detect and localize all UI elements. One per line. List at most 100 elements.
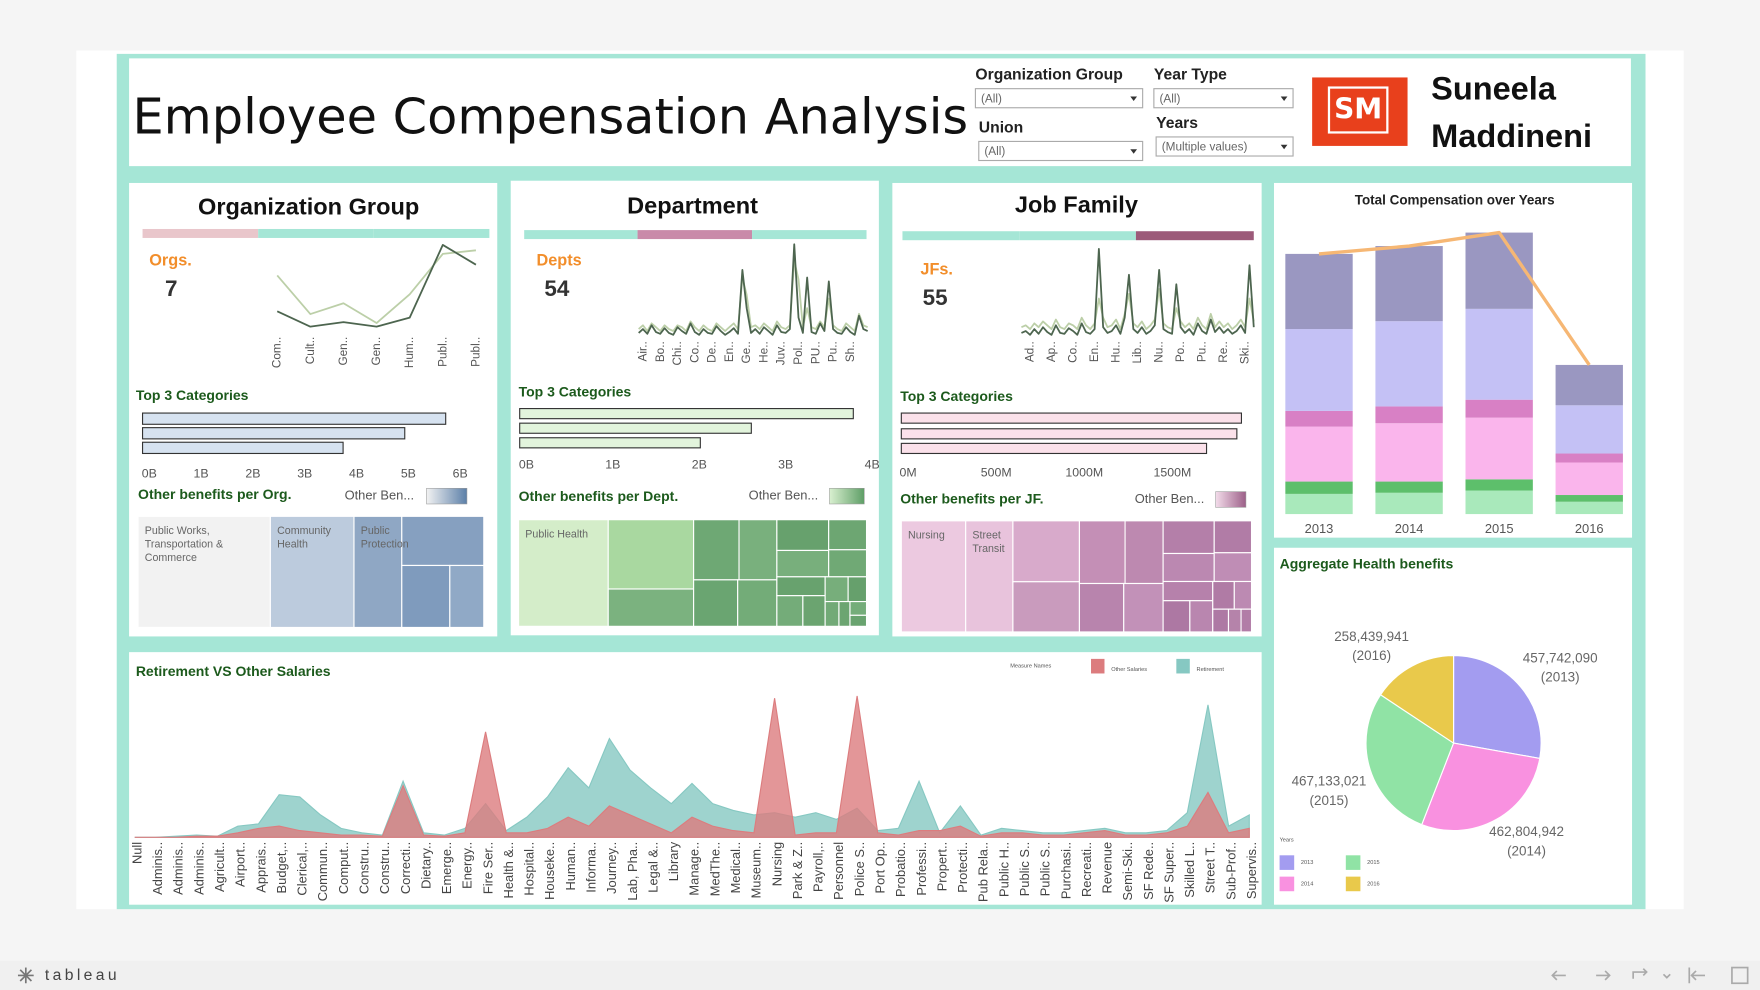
x-tick-label: Ski..: [1239, 341, 1252, 364]
undo-icon[interactable]: [1551, 970, 1566, 981]
x-tick-label: Pu..: [827, 341, 840, 362]
legend-swatch: [1176, 658, 1190, 674]
redo-icon[interactable]: [1596, 970, 1611, 981]
treemap-cell: [1189, 600, 1214, 633]
x-tick-label: Nu..: [1153, 341, 1166, 363]
dept-strip[interactable]: [524, 230, 867, 240]
pie-slice: [1379, 654, 1455, 745]
x-tick-label: 2014: [1395, 521, 1424, 536]
bar-segment: [1465, 232, 1533, 309]
panel-title: Job Family: [1015, 191, 1138, 217]
treemap-cell: [1078, 520, 1126, 585]
author-first: Suneela: [1431, 71, 1557, 107]
treemap-label: Public Protection: [361, 525, 409, 550]
x-tick-label: 1000M: [1065, 466, 1103, 480]
filter-label: Years: [1156, 115, 1198, 132]
legend-gradient: [426, 487, 468, 505]
bar: [141, 427, 406, 440]
bar-segment: [1285, 426, 1353, 482]
filter-dropdown[interactable]: [974, 88, 1144, 109]
treemap-cell: [824, 576, 849, 603]
treemap-cell: [449, 564, 485, 629]
x-tick-label: 2016: [1575, 521, 1604, 536]
x-tick-label: Public H..: [996, 842, 1011, 897]
strip-segment[interactable]: [1019, 231, 1136, 241]
logo-text: SM: [1334, 92, 1382, 125]
x-tick-label: Ge..: [740, 341, 753, 363]
bar-segment: [1375, 406, 1443, 424]
panel-title: Department: [627, 192, 758, 218]
x-tick-label: Co..: [688, 341, 701, 363]
x-tick-label: Sub-Prof..: [1223, 842, 1238, 900]
x-tick-label: Bo..: [654, 341, 667, 362]
treemap-label: Public Health: [525, 528, 588, 540]
strip-segment[interactable]: [637, 230, 753, 240]
x-tick-label: Re..: [1217, 341, 1230, 363]
panel-title: Organization Group: [198, 194, 419, 220]
strip-segment[interactable]: [524, 230, 638, 240]
org-strip[interactable]: [142, 228, 490, 238]
x-tick-label: Probatio..: [893, 842, 908, 897]
filter-dropdown[interactable]: [1153, 88, 1294, 109]
bar-segment: [1555, 462, 1623, 496]
legend-label: Other Salaries: [1111, 667, 1147, 673]
strip-segment[interactable]: [373, 228, 490, 238]
x-tick-label: De..: [706, 341, 719, 363]
toolbar-icons[interactable]: [1551, 966, 1749, 985]
x-tick-label: Ad..: [1024, 341, 1037, 362]
x-tick-label: Protecti..: [955, 842, 970, 893]
legend-gradient: [1215, 491, 1247, 508]
x-tick-label: Agricult..: [212, 842, 227, 892]
x-tick-label: Nursing: [769, 842, 784, 886]
jf-strip[interactable]: [902, 231, 1254, 241]
strip-segment[interactable]: [902, 231, 1020, 241]
data-label: 258,439,941: [1334, 629, 1409, 644]
treemap-cell: [137, 515, 271, 629]
x-tick-label: 0M: [899, 466, 916, 480]
fullscreen-icon[interactable]: [1731, 966, 1749, 985]
strip-segment[interactable]: [1135, 231, 1254, 241]
kpi-label: Orgs.: [149, 251, 191, 269]
strip-segment[interactable]: [258, 228, 374, 238]
x-tick-label: 2015: [1485, 521, 1514, 536]
data-label-year: (2013): [1541, 669, 1580, 684]
treemap-cell: [776, 595, 804, 627]
legend-swatch: [1091, 658, 1105, 674]
pie-slice: [1453, 654, 1542, 760]
x-tick-label: Chi..: [671, 341, 684, 365]
bar: [900, 428, 1238, 440]
section-title: Other benefits per Org.: [138, 486, 291, 502]
x-tick-label: 3B: [297, 467, 312, 481]
treemap-cell: [693, 519, 740, 581]
filter-label: Union: [979, 119, 1023, 136]
x-tick-label: Energy..: [460, 842, 475, 889]
x-tick-label: Museum..: [749, 842, 764, 899]
line-series: [1021, 288, 1255, 330]
filter-dropdown[interactable]: [978, 140, 1144, 162]
x-tick-label: Constru..: [356, 842, 371, 894]
x-tick-label: SF Super..: [1161, 842, 1176, 903]
area-series: [134, 695, 1250, 838]
x-tick-label: Fire Ser..: [480, 842, 495, 894]
line-series: [276, 244, 477, 328]
treemap-cell: [1162, 520, 1215, 555]
menu-icon[interactable]: [1662, 973, 1671, 979]
filter-value: (All): [984, 145, 1005, 158]
revert-icon[interactable]: [1632, 968, 1648, 979]
legend-swatch: [1279, 876, 1295, 892]
line-series: [1021, 248, 1255, 336]
x-tick-label: Lab, Pha..: [625, 842, 640, 901]
x-tick-label: Human..: [563, 842, 578, 891]
strip-segment[interactable]: [752, 230, 867, 240]
legend-gradient: [829, 487, 865, 505]
bar-segment: [1555, 405, 1623, 454]
strip-segment[interactable]: [142, 228, 259, 238]
x-tick-label: Purchasi..: [1058, 842, 1073, 899]
bar: [141, 441, 344, 455]
pause-icon[interactable]: [1688, 967, 1705, 984]
filter-dropdown[interactable]: [1155, 136, 1294, 157]
treemap-cell: [607, 519, 695, 590]
bar: [141, 412, 447, 425]
legend-title: Other Ben...: [749, 488, 819, 503]
dropdown-arrow: [1280, 144, 1288, 150]
